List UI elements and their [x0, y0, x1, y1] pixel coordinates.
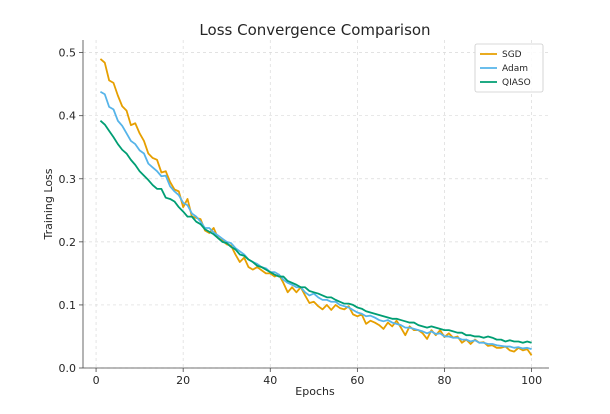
chart-title: Loss Convergence Comparison	[199, 21, 430, 39]
axes	[82, 40, 549, 369]
ticks: 0 20 40 60 80 100 0.0 0.1 0.2 0.3 0.4 0.5	[59, 47, 543, 387]
legend-label-sgd: SGD	[502, 50, 522, 60]
y-tick-label: 0.4	[59, 110, 77, 123]
legend: SGD Adam QIASO	[474, 43, 544, 93]
x-tick-label: 100	[521, 374, 542, 387]
x-tick-label: 20	[176, 374, 190, 387]
series-line-qiaso	[99, 120, 532, 344]
x-axis-title: Epochs	[295, 385, 335, 398]
x-tick-label: 0	[93, 374, 100, 387]
y-tick-label: 0.3	[59, 173, 77, 186]
y-tick-label: 0.2	[59, 236, 77, 249]
series-line-adam	[99, 90, 532, 350]
x-tick-label: 60	[350, 374, 364, 387]
x-tick-label: 80	[437, 374, 451, 387]
legend-label-adam: Adam	[502, 64, 528, 74]
y-tick-label: 0.5	[59, 47, 77, 60]
series-lines	[99, 58, 533, 356]
y-tick-label: 0.0	[59, 362, 77, 375]
y-axis-title: Training Loss	[42, 168, 55, 240]
x-tick-label: 40	[263, 374, 277, 387]
legend-label-qiaso: QIASO	[502, 78, 531, 88]
legend-box	[474, 43, 544, 93]
y-tick-label: 0.1	[59, 299, 77, 312]
